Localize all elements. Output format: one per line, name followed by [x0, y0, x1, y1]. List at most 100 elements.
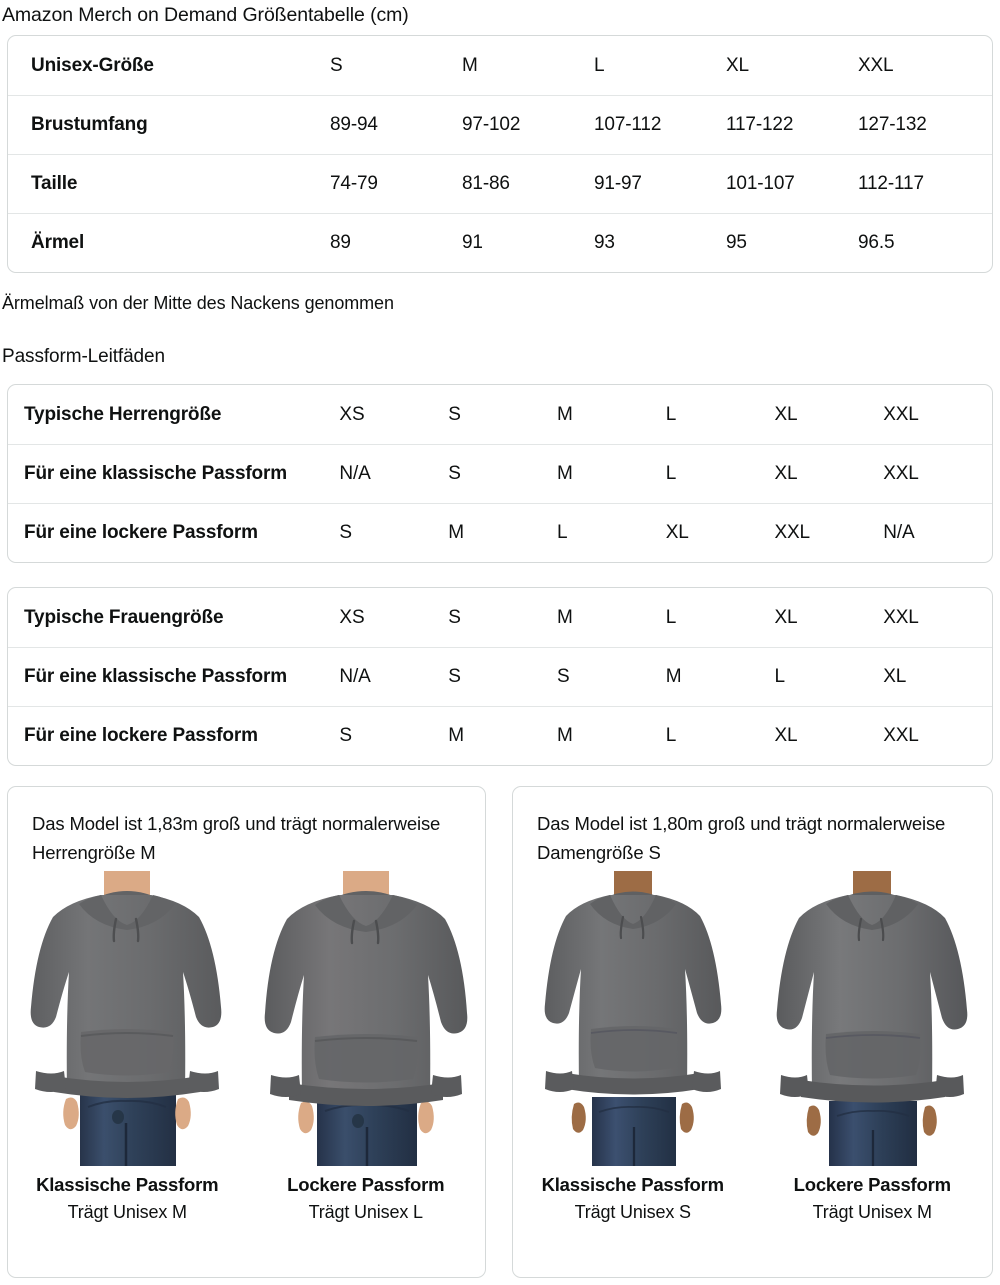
cell-value: L: [665, 725, 677, 746]
row-label: Typische Frauengröße: [24, 606, 224, 628]
table-row: Ärmel 89 91 93 95 96.5: [8, 213, 992, 272]
cell-value: 81-86: [462, 173, 510, 194]
fit-sub: Trägt Unisex L: [308, 1202, 423, 1222]
cell-value: L: [774, 666, 785, 687]
cell-value: XS: [339, 403, 365, 425]
cell-value: N/A: [339, 463, 371, 484]
cell-value: XXL: [883, 463, 919, 484]
cell-value: 95: [726, 232, 747, 253]
cell-value: S: [339, 725, 352, 746]
cell-value: 96.5: [858, 232, 895, 253]
cell-value: L: [594, 54, 605, 76]
cell-value: XXL: [858, 54, 894, 76]
model-card-women: Das Model ist 1,80m groß und trägt norma…: [512, 786, 993, 1278]
cell-value: N/A: [339, 666, 371, 687]
cell-value: 127-132: [858, 114, 927, 135]
cell-value: M: [448, 725, 464, 746]
row-label: Für eine lockere Passform: [24, 522, 258, 543]
row-label: Für eine lockere Passform: [24, 725, 258, 746]
table-row: Typische Herrengröße XS S M L XL XXL: [8, 385, 992, 444]
cell-value: S: [448, 666, 461, 687]
model-caption: Das Model ist 1,83m groß und trägt norma…: [32, 813, 441, 863]
model-caption: Das Model ist 1,80m groß und trägt norma…: [537, 813, 946, 863]
cell-value: M: [556, 725, 573, 746]
row-label: Ärmel: [31, 232, 85, 253]
cell-value: L: [665, 463, 677, 484]
cell-value: M: [462, 54, 478, 76]
fit-label-group: Lockere Passform Trägt Unisex M: [753, 1172, 993, 1226]
cell-value: XS: [339, 606, 365, 628]
cell-value: XL: [774, 463, 798, 484]
fit-sub: Trägt Unisex M: [67, 1202, 187, 1222]
sleeve-measurement-note: Ärmelmaß von der Mitte des Nackens genom…: [2, 293, 394, 313]
fit-label-group: Klassische Passform Trägt Unisex S: [513, 1172, 753, 1226]
fit-guide-men-table: Typische Herrengröße XS S M L XL XXL Für…: [7, 384, 993, 563]
cell-value: M: [556, 403, 573, 425]
male-model-relaxed-fit-image: [257, 871, 475, 1166]
fit-label-group: Klassische Passform Trägt Unisex M: [8, 1172, 247, 1226]
cell-value: XXL: [883, 725, 919, 746]
page-title: Amazon Merch on Demand Größentabelle (cm…: [2, 4, 409, 26]
row-label: Für eine klassische Passform: [24, 666, 287, 687]
table-row: Typische Frauengröße XS S M L XL XXL: [8, 588, 992, 647]
cell-value: N/A: [883, 522, 915, 543]
cell-value: S: [448, 463, 461, 484]
cell-value: 107-112: [594, 114, 662, 135]
cell-value: XL: [774, 606, 798, 628]
cell-value: S: [448, 403, 461, 425]
cell-value: L: [665, 403, 677, 425]
fit-guide-women-table: Typische Frauengröße XS S M L XL XXL Für…: [7, 587, 993, 766]
cell-value: XL: [883, 666, 907, 687]
fit-guides-title: Passform-Leitfäden: [2, 346, 165, 367]
fit-name: Klassische Passform: [36, 1174, 219, 1195]
model-card-men: Das Model ist 1,83m groß und trägt norma…: [7, 786, 486, 1278]
cell-value: 89-94: [330, 114, 378, 135]
fit-name: Lockere Passform: [287, 1174, 445, 1195]
cell-value: S: [448, 606, 461, 628]
figure-row: [8, 871, 485, 1166]
cell-value: XL: [774, 725, 798, 746]
female-model-classic-fit-image: [524, 871, 742, 1166]
unisex-size-table: Unisex-Größe S M L XL XXL Brustumfang 89…: [7, 35, 993, 273]
cell-value: 74-79: [330, 173, 378, 194]
table-row: Für eine lockere Passform S M M L XL XXL: [8, 706, 992, 765]
fit-name: Klassische Passform: [541, 1174, 725, 1195]
fit-label-row: Klassische Passform Trägt Unisex S Locke…: [513, 1172, 992, 1226]
cell-value: M: [556, 606, 573, 628]
table-row: Für eine klassische Passform N/A S S M L…: [8, 647, 992, 706]
row-label: Unisex-Größe: [31, 54, 154, 76]
cell-value: 101-107: [726, 173, 795, 194]
fit-label-row: Klassische Passform Trägt Unisex M Locke…: [8, 1172, 485, 1226]
cell-value: 117-122: [726, 114, 794, 135]
cell-value: M: [448, 522, 464, 543]
cell-value: M: [556, 463, 573, 484]
cell-value: XL: [665, 522, 689, 543]
row-label: Typische Herrengröße: [24, 403, 222, 425]
row-label: Brustumfang: [31, 114, 148, 135]
cell-value: XL: [774, 403, 798, 425]
row-label: Taille: [31, 173, 78, 194]
table-row: Taille 74-79 81-86 91-97 101-107 112-117: [8, 154, 992, 213]
fit-sub: Trägt Unisex S: [574, 1202, 691, 1222]
cell-value: L: [665, 606, 677, 628]
cell-value: XXL: [774, 522, 810, 543]
cell-value: S: [330, 54, 343, 76]
cell-value: 112-117: [858, 173, 924, 194]
row-label: Für eine klassische Passform: [24, 463, 287, 484]
cell-value: 91: [462, 232, 483, 253]
cell-value: 93: [594, 232, 615, 253]
fit-sub: Trägt Unisex M: [812, 1202, 932, 1222]
figure-row: [513, 871, 992, 1166]
cell-value: XXL: [883, 606, 919, 628]
cell-value: S: [556, 666, 570, 687]
fit-label-group: Lockere Passform Trägt Unisex L: [247, 1172, 486, 1226]
table-row: Brustumfang 89-94 97-102 107-112 117-122…: [8, 95, 992, 154]
table-row: Für eine klassische Passform N/A S M L X…: [8, 444, 992, 503]
cell-value: S: [339, 522, 352, 543]
cell-value: 91-97: [594, 173, 642, 194]
table-row: Unisex-Größe S M L XL XXL: [8, 36, 992, 95]
cell-value: M: [665, 666, 682, 687]
cell-value: L: [556, 522, 568, 543]
table-row: Für eine lockere Passform S M L XL XXL N…: [8, 503, 992, 562]
